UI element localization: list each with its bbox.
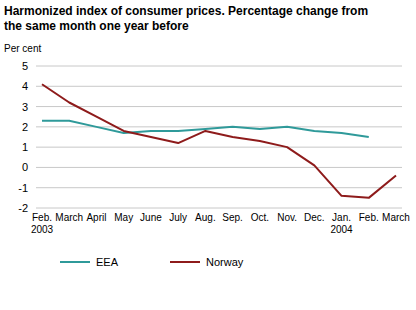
x-tick-label: Sep. <box>222 212 243 223</box>
plot-area <box>42 84 396 198</box>
title-line: Harmonized index of consumer prices. Per… <box>4 4 368 18</box>
x-tick-line: 2003 <box>31 224 54 235</box>
x-tick-label: March <box>55 212 83 223</box>
x-tick-line: May <box>114 212 133 223</box>
y-tick-label: -2 <box>18 202 28 214</box>
y-tick-label: -1 <box>18 182 28 194</box>
chart: Harmonized index of consumer prices. Per… <box>0 0 416 310</box>
x-tick-line: Aug. <box>195 212 216 223</box>
x-tick-label: Jan.2004 <box>330 212 353 235</box>
x-tick-label: July <box>169 212 187 223</box>
legend-swatch <box>60 261 90 263</box>
x-tick-line: Feb. <box>32 212 52 223</box>
x-tick-line: Sep. <box>222 212 243 223</box>
x-tick-line: Oct. <box>251 212 269 223</box>
y-label: Per cent <box>4 43 41 54</box>
x-tick-line: Jan. <box>332 212 351 223</box>
x-tick-line: Nov. <box>277 212 297 223</box>
title-line: the same month one year before <box>4 19 189 33</box>
x-tick-label: Feb.2003 <box>31 212 54 235</box>
x-tick-line: March <box>382 212 410 223</box>
x-tick-line: 2004 <box>330 224 353 235</box>
grid-line <box>36 187 402 188</box>
x-tick-line: July <box>169 212 187 223</box>
x-tick-line: March <box>55 212 83 223</box>
x-tick-label: Nov. <box>277 212 297 223</box>
y-tick-label: 2 <box>22 121 28 133</box>
y-tick-label: 3 <box>22 101 28 113</box>
x-tick-label: May <box>114 212 133 223</box>
y-tick-label: 1 <box>22 141 28 153</box>
x-tick-label: March <box>382 212 410 223</box>
grid-line <box>36 208 402 209</box>
x-tick-line: Dec. <box>304 212 325 223</box>
legend-label: Norway <box>206 256 244 268</box>
x-tick-label: June <box>140 212 162 223</box>
series-line <box>42 121 369 137</box>
title: Harmonized index of consumer prices. Per… <box>4 4 368 33</box>
grid-line <box>36 66 402 67</box>
y-tick-label: 0 <box>22 161 28 173</box>
x-tick-label: Oct. <box>251 212 269 223</box>
grid-line <box>36 167 402 168</box>
y-tick-label: 4 <box>22 80 28 92</box>
series-line <box>42 84 396 198</box>
legend-swatch <box>170 261 200 263</box>
grid-line <box>36 147 402 148</box>
y-tick-label: 5 <box>22 60 28 72</box>
x-tick-label: Aug. <box>195 212 216 223</box>
grid-line <box>36 86 402 87</box>
grid-line <box>36 106 402 107</box>
x-tick-line: April <box>86 212 106 223</box>
x-tick-label: April <box>86 212 106 223</box>
x-tick-line: June <box>140 212 162 223</box>
legend-label: EEA <box>96 256 119 268</box>
x-tick-line: Feb. <box>359 212 379 223</box>
x-tick-label: Feb. <box>359 212 379 223</box>
x-tick-label: Dec. <box>304 212 325 223</box>
